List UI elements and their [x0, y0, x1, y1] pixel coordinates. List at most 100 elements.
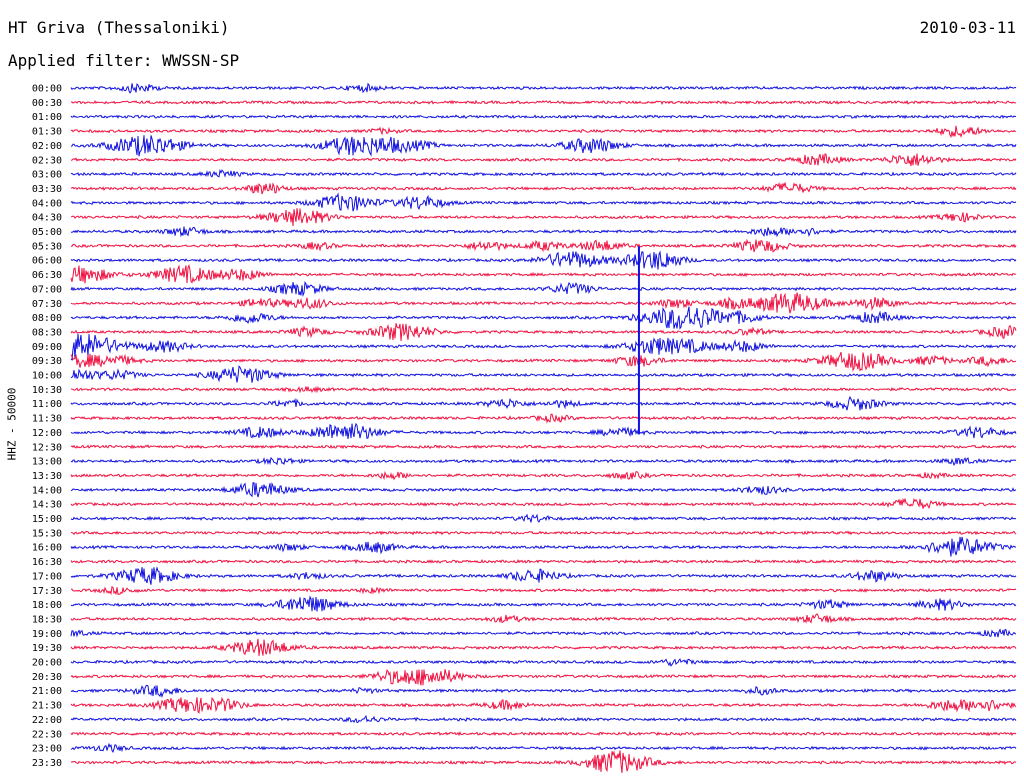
trace-line	[70, 264, 1017, 284]
trace-line	[70, 742, 1017, 753]
time-tick-label: 20:30	[32, 672, 62, 683]
trace-line	[70, 395, 1017, 411]
trace-line	[70, 192, 1017, 212]
time-tick-label: 11:30	[32, 414, 62, 425]
time-tick-label: 05:30	[32, 241, 62, 252]
time-tick-label: 02:30	[32, 155, 62, 166]
trace-line	[70, 250, 1017, 270]
trace-line	[70, 181, 1017, 195]
time-tick-label: 14:30	[32, 500, 62, 511]
time-tick-label: 03:30	[32, 184, 62, 195]
time-tick-label: 18:30	[32, 614, 62, 625]
trace-line	[70, 684, 1017, 699]
trace-line	[70, 125, 1017, 139]
time-tick-label: 08:30	[32, 327, 62, 338]
time-tick-label: 22:00	[32, 715, 62, 726]
trace-line	[70, 566, 1017, 585]
time-tick-label: 05:00	[32, 227, 62, 238]
trace-line	[70, 456, 1017, 467]
time-tick-label: 22:30	[32, 729, 62, 740]
time-tick-label: 00:30	[32, 98, 62, 109]
trace-line	[70, 481, 1017, 498]
time-tick-label: 19:00	[32, 629, 62, 640]
time-tick-label: 03:00	[32, 170, 62, 181]
trace-line	[70, 208, 1017, 227]
trace-line	[70, 385, 1017, 394]
trace-line	[70, 351, 1017, 372]
time-tick-label: 09:00	[32, 342, 62, 353]
time-tick-label: 23:00	[32, 744, 62, 755]
time-tick-label: 13:00	[32, 457, 62, 468]
trace-line	[70, 595, 1017, 612]
trace-line	[70, 292, 1017, 314]
trace-line	[70, 669, 1017, 686]
time-tick-label: 00:00	[32, 84, 62, 95]
time-tick-label: 18:00	[32, 600, 62, 611]
trace-line	[70, 99, 1017, 105]
trace-line	[70, 226, 1017, 238]
time-tick-label: 14:00	[32, 485, 62, 496]
time-tick-label: 11:00	[32, 399, 62, 410]
trace-line	[70, 585, 1017, 596]
trace-line	[70, 422, 1017, 440]
trace-line	[70, 513, 1017, 523]
trace-line	[70, 413, 1017, 424]
trace-line	[70, 238, 1017, 253]
time-tick-label: 19:30	[32, 643, 62, 654]
trace-line	[70, 696, 1017, 714]
time-tick-label: 04:30	[32, 213, 62, 224]
trace-line	[70, 497, 1017, 509]
time-tick-label: 01:30	[32, 127, 62, 138]
time-tick-label: 04:00	[32, 198, 62, 209]
trace-line	[70, 281, 1017, 298]
trace-line	[70, 628, 1017, 638]
filter-label: Applied filter: WWSSN-SP	[8, 51, 240, 70]
trace-line	[70, 658, 1017, 667]
time-tick-label: 09:30	[32, 356, 62, 367]
time-tick-label: 17:30	[32, 586, 62, 597]
time-tick-label: 20:00	[32, 658, 62, 669]
trace-line	[70, 168, 1017, 178]
time-tick-label: 07:30	[32, 299, 62, 310]
time-tick-label: 12:00	[32, 428, 62, 439]
trace-line	[70, 306, 1017, 330]
time-tick-label: 08:00	[32, 313, 62, 324]
trace-line	[70, 365, 1017, 383]
time-tick-label: 10:30	[32, 385, 62, 396]
time-tick-label: 01:00	[32, 112, 62, 123]
trace-line	[70, 114, 1017, 120]
trace-line	[70, 82, 1017, 94]
time-tick-label: 12:30	[32, 442, 62, 453]
trace-line	[70, 536, 1017, 557]
time-tick-label: 16:00	[32, 543, 62, 554]
time-tick-label: 13:30	[32, 471, 62, 482]
time-tick-label: 06:00	[32, 256, 62, 267]
time-tick-label: 10:00	[32, 371, 62, 382]
trace-line	[70, 470, 1017, 481]
time-tick-label: 15:30	[32, 528, 62, 539]
trace-line	[70, 323, 1017, 341]
trace-line	[70, 730, 1017, 737]
station-title: HT Griva (Thessaloniki)	[8, 18, 230, 37]
trace-line	[70, 714, 1017, 723]
time-tick-label: 21:00	[32, 686, 62, 697]
time-tick-label: 06:30	[32, 270, 62, 281]
record-date: 2010-03-11	[919, 18, 1016, 37]
trace-line	[70, 750, 1017, 773]
trace-line	[70, 558, 1017, 565]
time-tick-label: 07:00	[32, 284, 62, 295]
time-tick-label: 23:30	[32, 758, 62, 769]
time-tick-label: 21:30	[32, 701, 62, 712]
trace-line	[70, 153, 1017, 167]
trace-line	[70, 444, 1017, 450]
trace-line	[70, 333, 1017, 361]
time-tick-label: 16:30	[32, 557, 62, 568]
trace-line	[70, 638, 1017, 656]
trace-line	[70, 530, 1017, 536]
time-tick-label: 02:00	[32, 141, 62, 152]
time-tick-label: 15:00	[32, 514, 62, 525]
trace-line	[70, 135, 1017, 157]
time-tick-label: 17:00	[32, 571, 62, 582]
trace-line	[70, 613, 1017, 624]
